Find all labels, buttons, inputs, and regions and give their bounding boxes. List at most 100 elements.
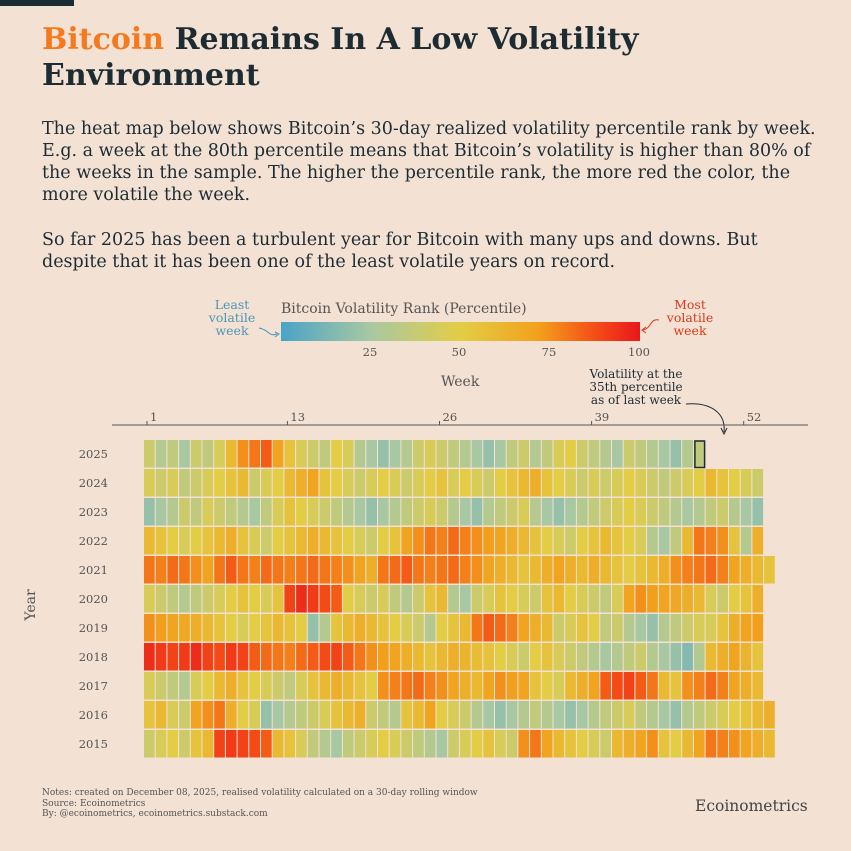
heatmap-cell xyxy=(378,527,389,555)
legend-tick-25: 25 xyxy=(362,345,378,359)
heatmap-cell xyxy=(249,440,260,468)
heatmap-cell xyxy=(272,585,284,613)
heatmap-cell xyxy=(576,672,588,700)
heatmap-cell xyxy=(565,730,576,758)
heatmap-cell xyxy=(682,643,693,671)
heatmap-cell xyxy=(436,614,448,642)
heatmap-cell xyxy=(354,498,366,526)
heatmap-cell xyxy=(436,672,448,700)
heatmap-cell xyxy=(670,701,682,729)
heatmap-cell xyxy=(214,585,225,613)
legend-color-bar xyxy=(281,322,640,341)
heatmap-cell xyxy=(179,527,190,555)
heatmap-cell xyxy=(740,556,752,584)
heatmap-cell xyxy=(471,585,483,613)
heatmap-cell xyxy=(495,643,506,671)
heatmap-cell xyxy=(553,440,565,468)
heatmap-cell xyxy=(530,585,541,613)
heatmap-cell xyxy=(378,614,389,642)
heatmap-cell xyxy=(436,556,448,584)
heatmap-cell xyxy=(576,701,588,729)
heatmap-cell xyxy=(658,498,670,526)
heatmap-cell xyxy=(740,585,752,613)
x-tick-label: 52 xyxy=(747,410,762,424)
heatmap-cell xyxy=(635,585,647,613)
heatmap-cell xyxy=(612,730,623,758)
heatmap-cell xyxy=(261,498,272,526)
least-label-arrow xyxy=(258,327,278,336)
heatmap-cell xyxy=(354,701,366,729)
heatmap-cell xyxy=(693,498,705,526)
heatmap-cell xyxy=(553,527,565,555)
heatmap-cell xyxy=(296,498,307,526)
heatmap-cell xyxy=(202,614,214,642)
heatmap-cell xyxy=(225,672,237,700)
heatmap-cell xyxy=(436,469,448,497)
heatmap-cell xyxy=(612,585,623,613)
heatmap-cell xyxy=(612,469,623,497)
heatmap-cell xyxy=(296,469,307,497)
y-tick-label: 2025 xyxy=(79,447,108,461)
heatmap-cell xyxy=(342,585,354,613)
heatmap-cell xyxy=(190,585,202,613)
heatmap-cell xyxy=(413,701,424,729)
heatmap-cell xyxy=(541,527,553,555)
heatmap-cell xyxy=(600,440,611,468)
heatmap-cell xyxy=(448,440,459,468)
heatmap-cell xyxy=(541,643,553,671)
heatmap-cell xyxy=(401,498,413,526)
heatmap-cell xyxy=(342,527,354,555)
heatmap-cell xyxy=(179,498,190,526)
heatmap-cell xyxy=(600,730,611,758)
y-tick-label: 2018 xyxy=(79,650,108,664)
heatmap-cell xyxy=(506,730,518,758)
heatmap-cell xyxy=(261,730,272,758)
heatmap-cell xyxy=(506,498,518,526)
heatmap-cell xyxy=(518,701,530,729)
heatmap-cell xyxy=(144,440,155,468)
heatmap-cell xyxy=(354,440,366,468)
heatmap-cell xyxy=(237,527,249,555)
heatmap-cell xyxy=(272,672,284,700)
heatmap-cell xyxy=(729,672,740,700)
heatmap-cell xyxy=(436,643,448,671)
heatmap-cell xyxy=(144,527,155,555)
heatmap-cell xyxy=(331,440,342,468)
heatmap-cell xyxy=(764,730,775,758)
heatmap-cell xyxy=(284,730,296,758)
heatmap-cell xyxy=(647,440,658,468)
heatmap-cell xyxy=(296,672,307,700)
heatmap-cell xyxy=(144,469,155,497)
heatmap-cell xyxy=(506,614,518,642)
heatmap-cell xyxy=(740,527,752,555)
heatmap-cell xyxy=(553,614,565,642)
heatmap-cell xyxy=(307,556,319,584)
heatmap-cell xyxy=(424,469,436,497)
heatmap-cell xyxy=(576,614,588,642)
description-paragraph-1: The heat map below shows Bitcoin’s 30-da… xyxy=(42,119,816,205)
x-tick-label: 26 xyxy=(443,410,458,424)
heatmap-cell xyxy=(565,469,576,497)
heatmap-cell xyxy=(612,701,623,729)
heatmap-cell xyxy=(167,585,179,613)
heatmap-cell xyxy=(436,498,448,526)
heatmap-cell xyxy=(459,672,471,700)
heatmap-cell xyxy=(495,469,506,497)
heatmap-cell xyxy=(249,498,260,526)
heatmap-cell xyxy=(284,672,296,700)
heatmap-cell xyxy=(202,527,214,555)
heatmap-cell xyxy=(483,614,494,642)
heatmap-cell xyxy=(682,672,693,700)
heatmap-cell xyxy=(225,527,237,555)
heatmap-cell xyxy=(214,730,225,758)
heatmap-cell xyxy=(459,643,471,671)
heatmap-cell xyxy=(600,614,611,642)
heatmap-cell xyxy=(389,730,401,758)
heatmap-cell xyxy=(682,585,693,613)
heatmap-cell xyxy=(214,643,225,671)
y-axis-tick-labels: 2025 2024 2023 2022 2021 2020 2019 2018 2017 2016… xyxy=(79,447,108,751)
heatmap-cell xyxy=(717,527,728,555)
heatmap-cell xyxy=(506,440,518,468)
heatmap-cell xyxy=(354,643,366,671)
heatmap-cell xyxy=(448,556,459,584)
